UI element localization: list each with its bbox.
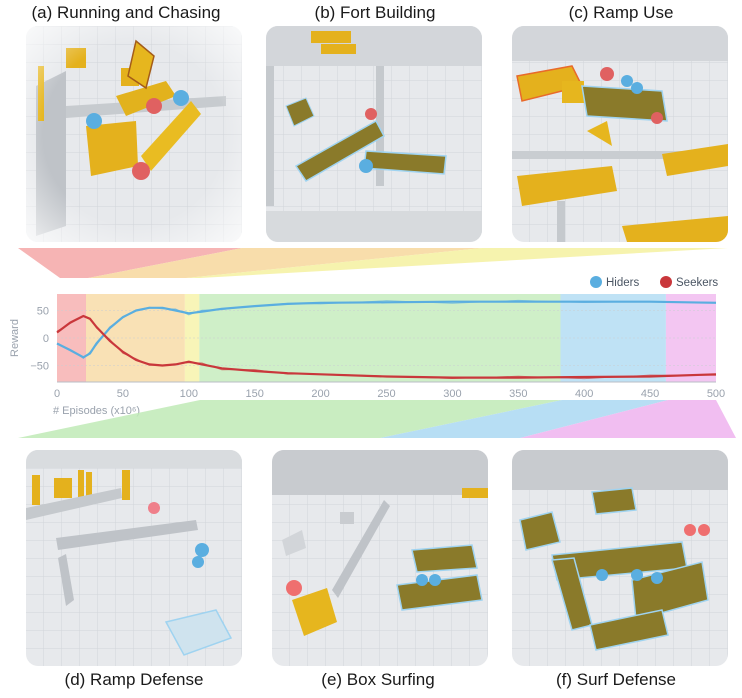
- x-tick-label: 100: [180, 388, 198, 400]
- y-tick-label: −50: [30, 361, 49, 373]
- series-line-seekers: [56, 314, 717, 379]
- panel-title-c: (c) Ramp Use: [568, 3, 674, 22]
- legend-label-hiders: Hiders: [606, 277, 639, 289]
- x-tick-label: 500: [707, 388, 725, 400]
- reward-chart: 500−500 50 100 150 200 250 300 350 400 450 500# Ep…: [9, 276, 725, 417]
- phase-band-top: [18, 248, 728, 278]
- x-tick-label: 50: [117, 388, 129, 400]
- phase-region-c: [184, 294, 200, 382]
- panel-title-f: (f) Surf Defense: [556, 670, 676, 689]
- panel-title-a: (a) Running and Chasing: [31, 3, 221, 22]
- scene-image-fort-building: [266, 26, 482, 242]
- x-tick-label: 0: [54, 388, 60, 400]
- x-tick-label: 200: [311, 388, 329, 400]
- x-tick-label: 350: [509, 388, 527, 400]
- x-axis-label: # Episodes (x10⁶): [53, 405, 140, 417]
- panel-title-b: (b) Fort Building: [314, 3, 436, 22]
- x-tick-label: 450: [641, 388, 659, 400]
- scene-image-surf-defense: [512, 450, 728, 666]
- y-tick-label: 50: [37, 306, 49, 318]
- x-tick-label: 150: [246, 388, 264, 400]
- phase-region-d: [199, 294, 561, 382]
- x-tick-label: 400: [575, 388, 593, 400]
- panel-title-e: (e) Box Surfing: [321, 670, 435, 689]
- y-tick-label: 0: [43, 333, 49, 345]
- legend-label-seekers: Seekers: [676, 277, 718, 289]
- scene-image-running-and-chasing: [26, 26, 242, 242]
- series-line-hiders: [56, 300, 717, 359]
- scene-image-box-surfing: [272, 450, 488, 666]
- scene-image-ramp-defense: [26, 450, 242, 666]
- scene-image-ramp-use: [512, 26, 728, 242]
- phase-band-bottom: [18, 400, 736, 438]
- y-axis-label: Reward: [9, 319, 21, 357]
- legend-marker-hiders: [590, 276, 602, 288]
- x-tick-label: 300: [443, 388, 461, 400]
- x-tick-label: 250: [377, 388, 395, 400]
- panel-title-d: (d) Ramp Defense: [64, 670, 204, 689]
- legend-marker-seekers: [660, 276, 672, 288]
